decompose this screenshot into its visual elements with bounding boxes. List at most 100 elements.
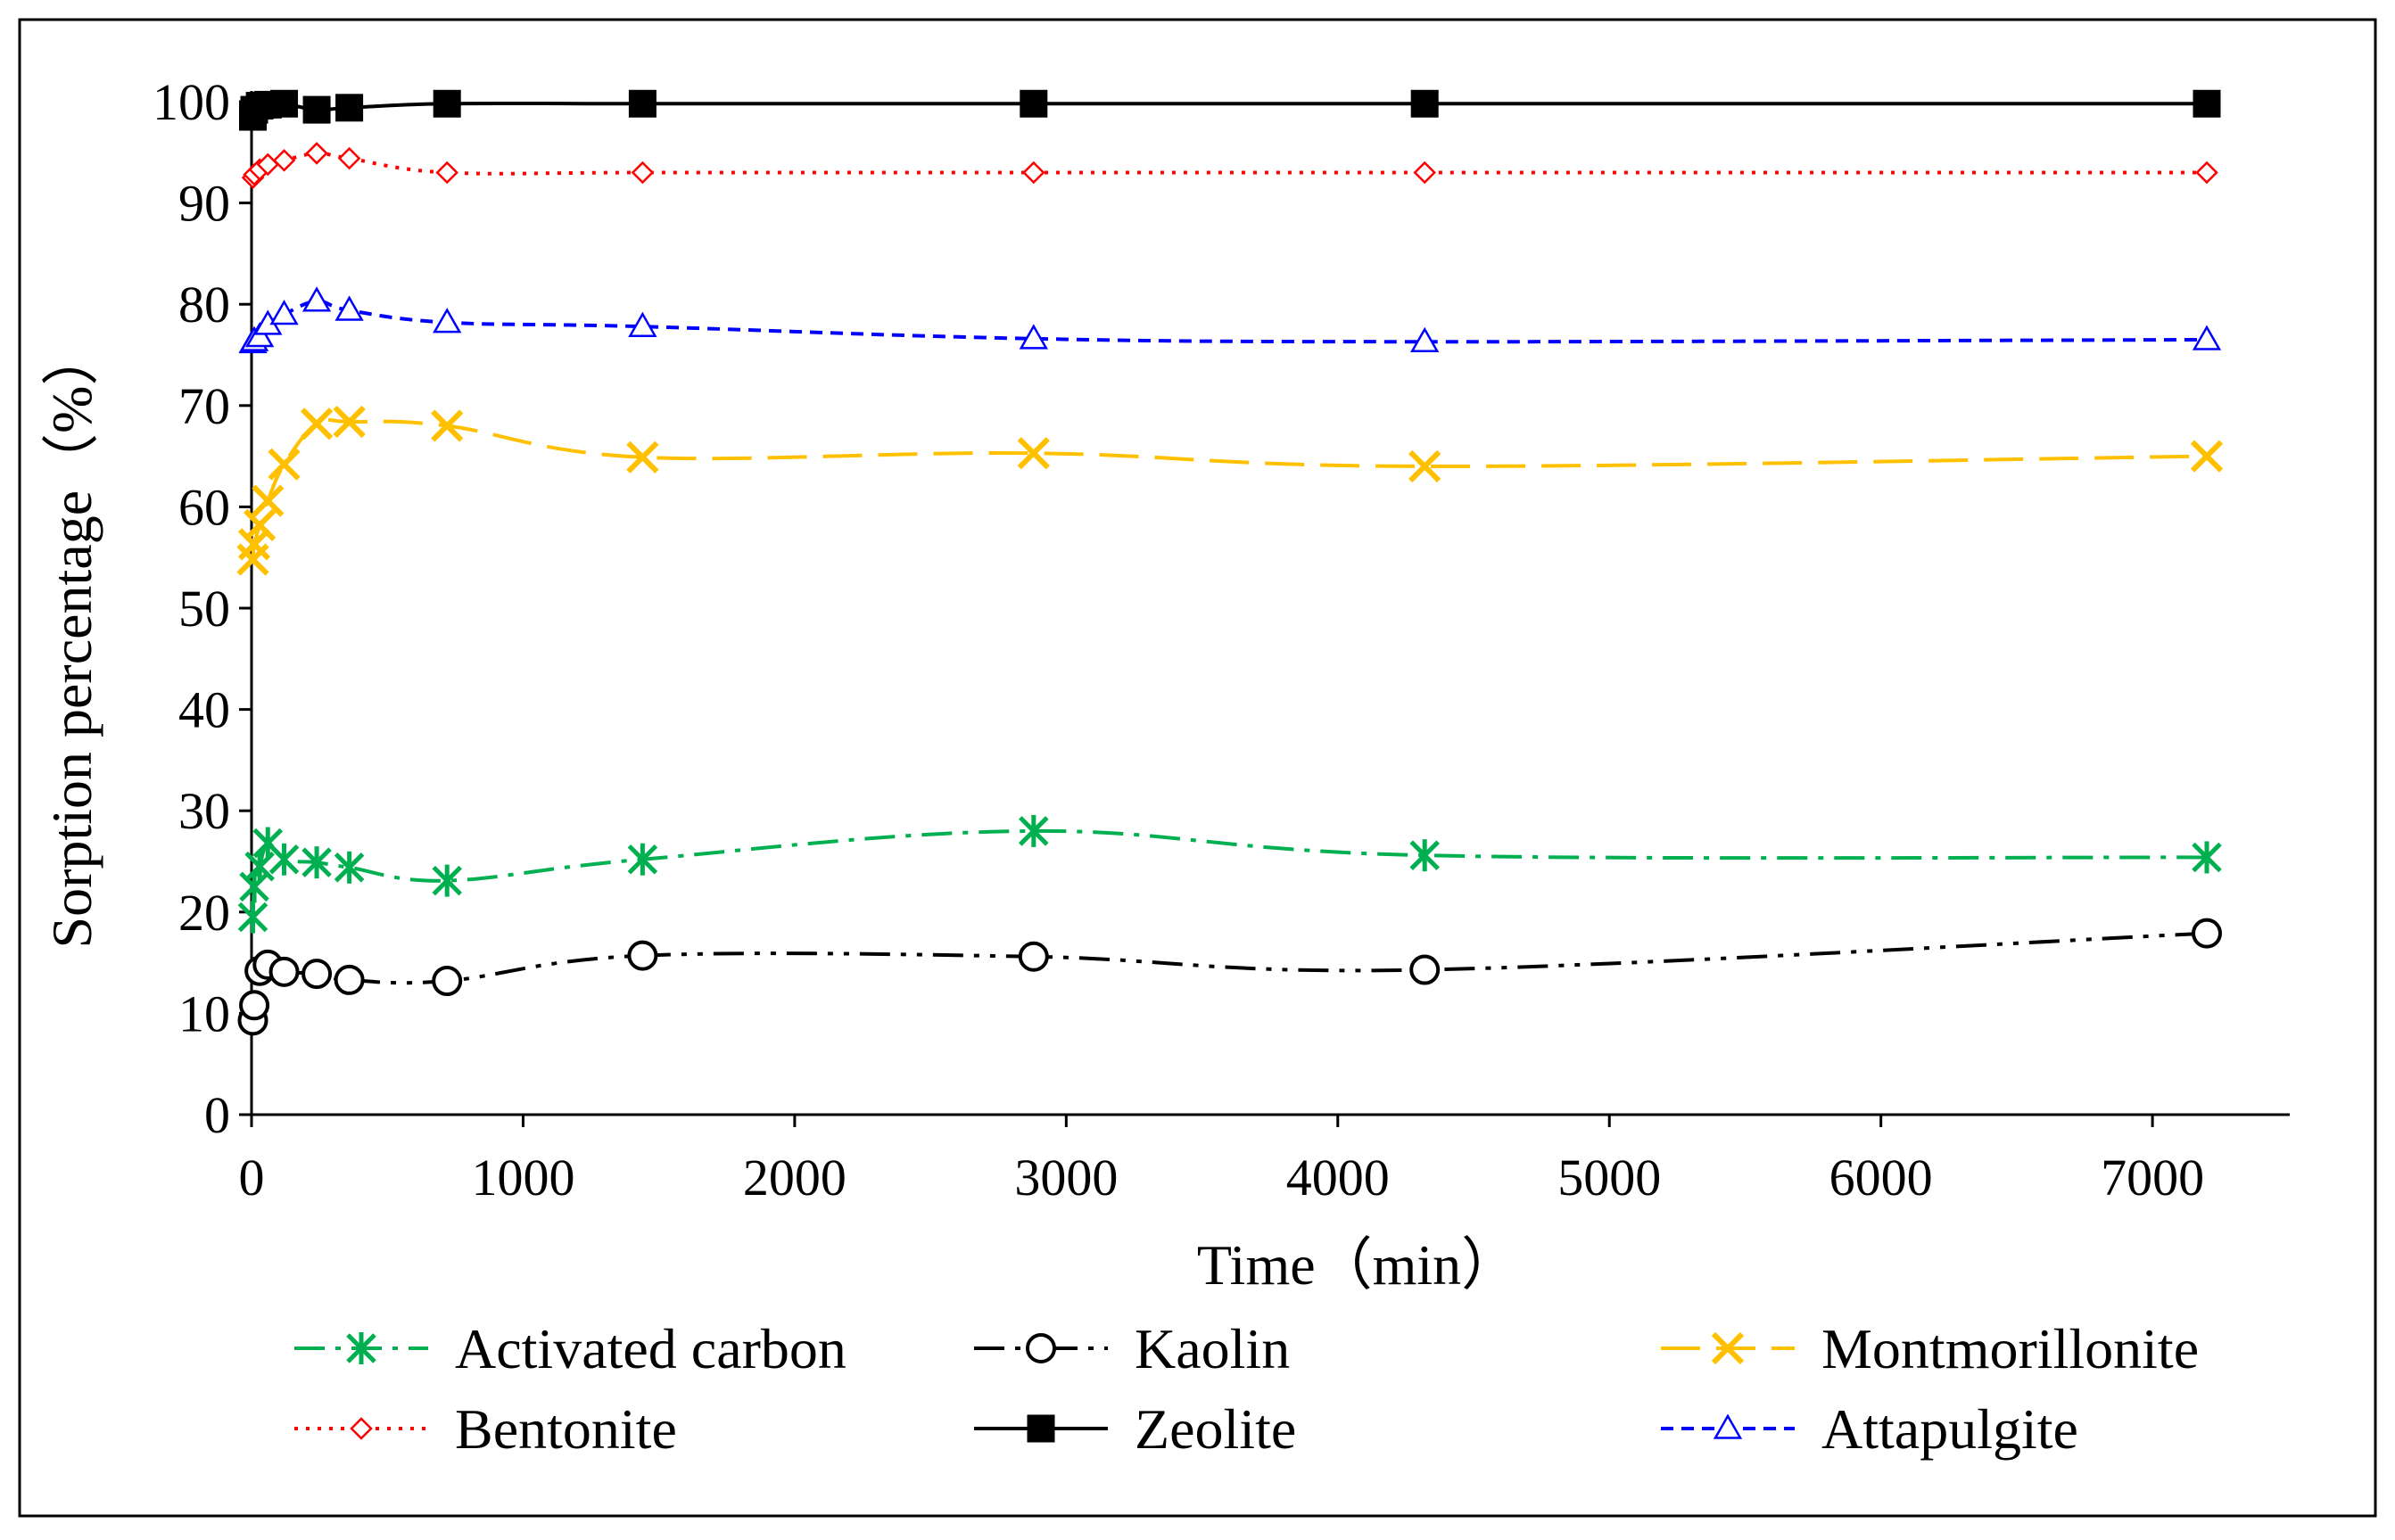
data-point-activated-carbon (2192, 841, 2222, 874)
data-point-montmorillonite (268, 448, 301, 481)
legend: Activated carbon Kaolin Montmorillonite Ben… (294, 1317, 2199, 1461)
legend-item-activated-carbon: Activated carbon (294, 1317, 847, 1380)
data-point-bentonite (1413, 161, 1436, 185)
y-axis-label: Sorption percentage（%） (40, 329, 103, 949)
legend-item-kaolin: Kaolin (974, 1317, 1290, 1380)
series-zeolite (239, 89, 2221, 131)
legend-marker (1713, 1413, 1743, 1439)
legend-label: Bentonite (455, 1397, 677, 1461)
data-point-attapulgite (244, 322, 275, 348)
chart-border (18, 18, 2377, 1518)
data-point-attapulgite (433, 308, 462, 334)
legend-item-montmorillonite: Montmorillonite (1661, 1317, 2199, 1380)
x-tick-label: 6000 (1829, 1149, 1933, 1206)
data-point-bentonite (305, 142, 328, 165)
series-montmorillonite (236, 405, 2224, 576)
data-point-attapulgite (301, 286, 332, 312)
data-point-zeolite (270, 89, 299, 118)
data-point-attapulgite (2192, 325, 2222, 350)
data-point-montmorillonite (244, 508, 277, 541)
y-tick-label: 30 (178, 782, 230, 840)
y-tick-label: 0 (204, 1086, 230, 1144)
data-point-kaolin (301, 959, 333, 990)
data-point-kaolin (268, 956, 300, 987)
data-point-activated-carbon (432, 864, 462, 897)
data-point-bentonite (631, 161, 655, 185)
x-tick-label: 7000 (2101, 1149, 2204, 1206)
data-point-activated-carbon (237, 901, 268, 934)
data-point-montmorillonite (1017, 437, 1050, 470)
legend-label: Zeolite (1135, 1397, 1296, 1461)
data-point-attapulgite (1410, 326, 1440, 352)
series-bentonite (241, 142, 2218, 189)
x-axis-label: Time（min） (1197, 1233, 1518, 1297)
data-point-bentonite (2195, 161, 2218, 185)
data-point-zeolite (1410, 89, 1439, 118)
data-point-bentonite (435, 161, 458, 185)
legend-marker (346, 1332, 376, 1364)
data-point-activated-carbon (1409, 839, 1440, 872)
data-point-kaolin (432, 966, 463, 997)
legend-item-bentonite: Bentonite (294, 1397, 677, 1461)
y-tick-label: 70 (178, 377, 230, 435)
data-point-montmorillonite (333, 405, 366, 439)
data-point-montmorillonite (1408, 449, 1441, 483)
data-point-kaolin (239, 990, 270, 1021)
x-tick-label: 1000 (471, 1149, 574, 1206)
legend-label: Montmorillonite (1821, 1317, 2199, 1380)
data-point-bentonite (1022, 161, 1045, 185)
legend-label: Activated carbon (455, 1317, 847, 1380)
data-point-attapulgite (334, 295, 364, 321)
data-point-zeolite (2193, 89, 2221, 118)
data-point-montmorillonite (300, 408, 334, 441)
data-point-attapulgite (269, 300, 299, 325)
x-tick-label: 4000 (1286, 1149, 1390, 1206)
data-point-attapulgite (628, 311, 657, 337)
series-activated-carbon (237, 814, 2222, 934)
y-tick-label: 40 (178, 681, 230, 739)
x-tick-label: 0 (239, 1149, 265, 1206)
y-tick-label: 60 (178, 478, 230, 536)
legend-marker (1711, 1331, 1745, 1365)
y-tick-label: 50 (178, 580, 230, 638)
data-point-zeolite (1020, 89, 1048, 118)
data-point-montmorillonite (2190, 440, 2224, 473)
x-tick-label: 5000 (1557, 1149, 1661, 1206)
data-point-montmorillonite (626, 441, 659, 474)
data-point-activated-carbon (301, 846, 332, 879)
data-point-zeolite (628, 89, 657, 118)
data-point-activated-carbon (334, 851, 365, 884)
data-point-activated-carbon (268, 843, 300, 876)
y-tick-label: 100 (153, 73, 230, 131)
legend-marker (1026, 1333, 1056, 1363)
data-point-kaolin (627, 940, 658, 971)
data-point-montmorillonite (237, 528, 271, 561)
y-tick-label: 20 (178, 884, 230, 942)
legend-item-zeolite: Zeolite (974, 1397, 1296, 1461)
data-point-zeolite (335, 94, 364, 122)
legend-marker (1027, 1414, 1055, 1443)
x-tick-label: 2000 (743, 1149, 847, 1206)
x-tick-label: 3000 (1014, 1149, 1118, 1206)
data-point-activated-carbon (627, 843, 658, 876)
legend-marker (350, 1417, 373, 1440)
legend-label: Kaolin (1135, 1317, 1290, 1380)
data-point-kaolin (2192, 918, 2222, 949)
data-point-kaolin (334, 964, 365, 995)
data-point-zeolite (433, 89, 461, 118)
data-point-bentonite (272, 149, 296, 172)
legend-item-attapulgite: Attapulgite (1661, 1397, 2078, 1461)
data-point-montmorillonite (252, 484, 285, 517)
data-point-bentonite (337, 146, 361, 170)
y-tick-label: 90 (178, 175, 230, 233)
data-point-zeolite (302, 95, 331, 124)
data-point-activated-carbon (1019, 814, 1049, 847)
series-kaolin (237, 918, 2222, 1036)
data-point-kaolin (1018, 941, 1049, 972)
y-tick-label: 10 (178, 984, 230, 1042)
data-point-montmorillonite (431, 409, 464, 442)
data-point-kaolin (1409, 954, 1441, 985)
